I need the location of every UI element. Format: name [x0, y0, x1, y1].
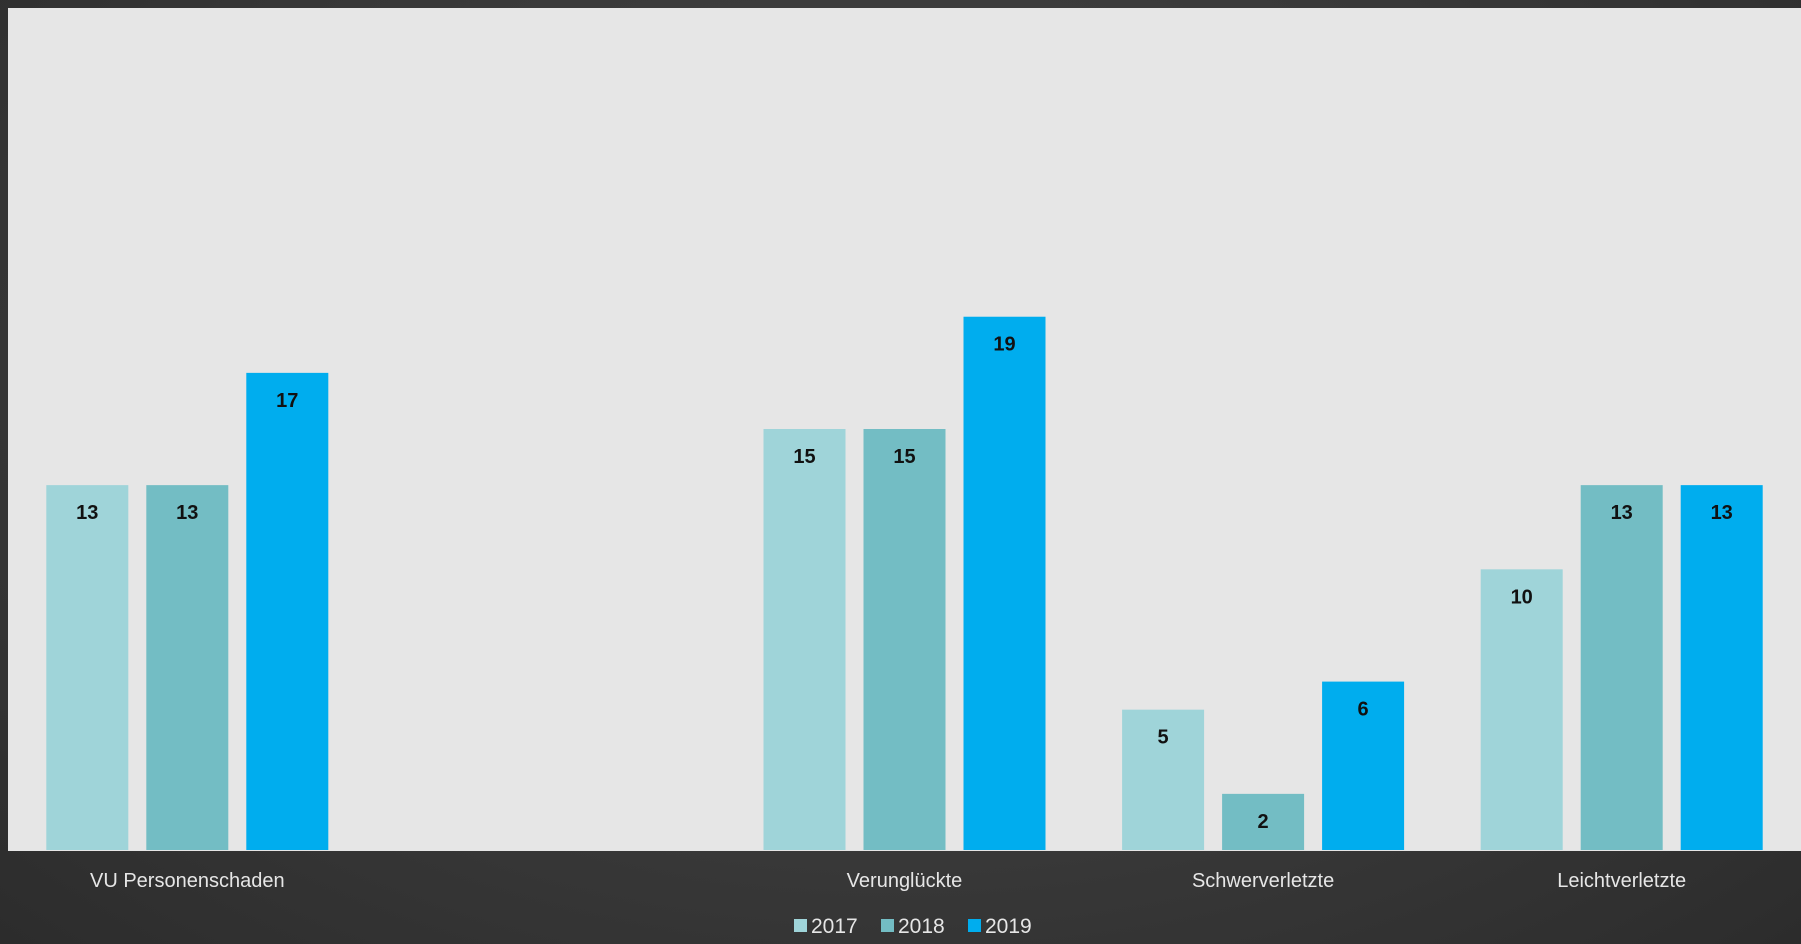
value-label: 17: [276, 390, 298, 412]
legend-label-2019: 2019: [985, 915, 1032, 938]
category-labels-layer: VU Personenschaden Verunglückte Schwerverl…: [90, 870, 1686, 892]
legend-label-2017: 2017: [811, 915, 858, 938]
value-label: 13: [176, 502, 198, 524]
bar-2019-4: [1322, 681, 1405, 850]
value-label: 13: [1711, 502, 1733, 524]
value-label: 5: [1158, 727, 1169, 749]
bar-2017-4: [1122, 709, 1205, 850]
bar-2017-1: [46, 485, 129, 850]
category-label: Verunglückte: [847, 870, 963, 892]
value-label: 2: [1258, 811, 1269, 833]
category-label: VU Personenschaden: [90, 870, 285, 892]
value-label: 6: [1358, 699, 1369, 721]
bar-2018-4: [1222, 793, 1305, 850]
value-label: 10: [1511, 586, 1533, 608]
value-label: 15: [793, 446, 815, 468]
bar-2018-3: [863, 429, 946, 850]
bar-2019-5: [1680, 485, 1763, 850]
bar-2018-5: [1580, 485, 1663, 850]
bars-layer: [46, 316, 1763, 850]
bar-2019-1: [246, 372, 329, 850]
legend-label-2018: 2018: [898, 915, 945, 938]
value-label: 13: [76, 502, 98, 524]
bar-2017-5: [1480, 569, 1563, 850]
category-label: Leichtverletzte: [1557, 870, 1686, 892]
bar-2019-3: [963, 316, 1046, 850]
value-label: 19: [993, 334, 1015, 356]
category-label: Schwerverletzte: [1192, 870, 1334, 892]
legend-swatch-2017: [794, 919, 807, 932]
value-label: 15: [893, 446, 915, 468]
legend: 2017 2018 2019: [794, 915, 1032, 938]
bar-2018-1: [146, 485, 229, 850]
legend-swatch-2018: [881, 919, 894, 932]
bar-2017-3: [763, 429, 846, 850]
legend-swatch-2019: [968, 919, 981, 932]
value-labels-layer: 13 13 17 15 15 19 5 2 6 10 13 13: [76, 334, 1733, 833]
value-label: 13: [1611, 502, 1633, 524]
